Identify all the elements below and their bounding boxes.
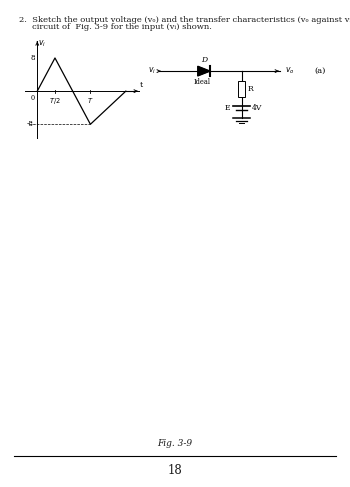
Text: (a): (a)	[314, 67, 326, 75]
Text: 2.  Sketch the output voltage (vₒ) and the transfer characteristics (vₒ against : 2. Sketch the output voltage (vₒ) and th…	[19, 16, 350, 23]
Text: 8: 8	[31, 54, 35, 62]
Text: E: E	[225, 104, 230, 112]
Text: 0: 0	[31, 94, 35, 102]
Polygon shape	[198, 66, 210, 76]
Text: D: D	[201, 56, 207, 64]
Text: R: R	[248, 85, 254, 93]
Text: $v_i$: $v_i$	[148, 66, 156, 76]
Text: Fig. 3-9: Fig. 3-9	[158, 439, 192, 448]
Text: t: t	[139, 81, 142, 90]
Text: circuit of  Fig. 3-9 for the input (vᵢ) shown.: circuit of Fig. 3-9 for the input (vᵢ) s…	[19, 23, 212, 31]
Text: -8: -8	[27, 120, 34, 128]
Text: $T$: $T$	[87, 96, 94, 105]
Text: 4V: 4V	[252, 104, 262, 112]
Text: $v_i$: $v_i$	[38, 38, 46, 49]
Text: Ideal: Ideal	[194, 78, 211, 86]
Bar	[238, 81, 245, 97]
Text: 18: 18	[168, 465, 182, 477]
Text: $v_o$: $v_o$	[285, 66, 295, 76]
Text: $T/2$: $T/2$	[49, 96, 61, 106]
